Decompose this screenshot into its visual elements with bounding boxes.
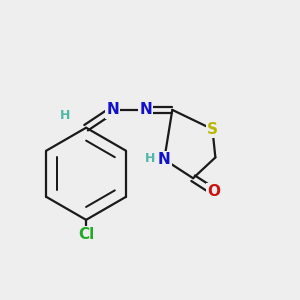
Text: N: N	[106, 102, 119, 117]
Text: S: S	[207, 122, 218, 137]
Text: N: N	[158, 152, 171, 167]
Text: H: H	[60, 109, 70, 122]
Text: Cl: Cl	[78, 227, 94, 242]
Text: H: H	[145, 152, 155, 164]
Text: O: O	[207, 184, 220, 199]
Text: N: N	[139, 102, 152, 117]
